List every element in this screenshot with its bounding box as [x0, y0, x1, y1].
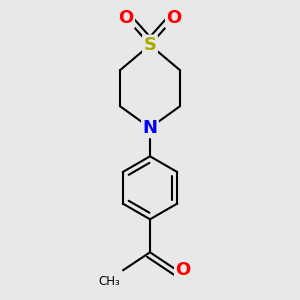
- Text: CH₃: CH₃: [98, 275, 120, 288]
- Text: O: O: [118, 9, 134, 27]
- Text: N: N: [142, 119, 158, 137]
- Text: O: O: [176, 261, 190, 279]
- Text: O: O: [167, 9, 182, 27]
- Text: S: S: [143, 36, 157, 54]
